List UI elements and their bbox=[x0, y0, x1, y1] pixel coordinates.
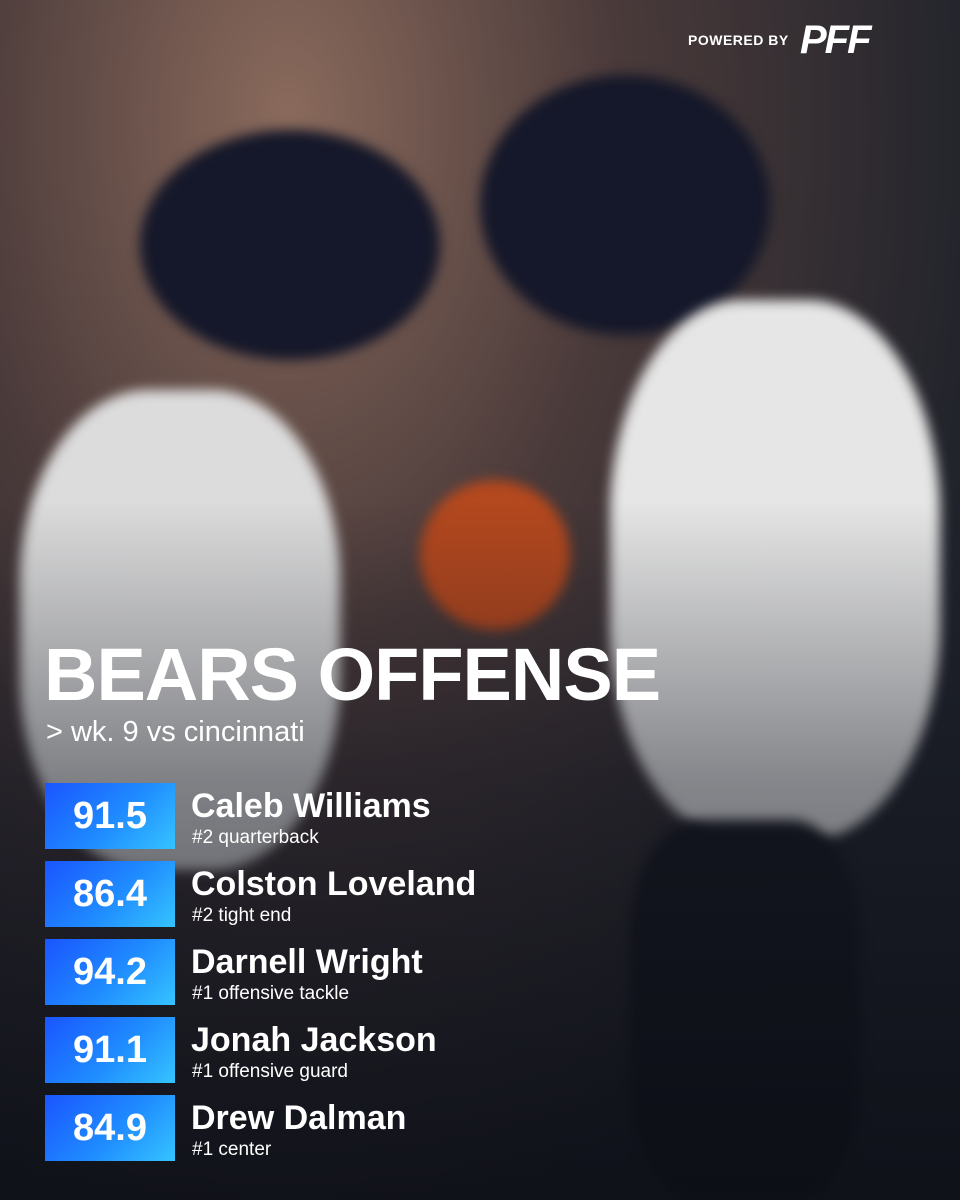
logo: PFF bbox=[800, 18, 872, 62]
player-rank: #2 quarterback bbox=[192, 827, 319, 848]
player-name: Caleb Williams bbox=[191, 787, 431, 825]
player-name: Colston Loveland bbox=[191, 865, 477, 903]
player-rank: #1 offensive guard bbox=[192, 1061, 348, 1082]
player-row: 94.2 Darnell Wright #1 offensive tackle bbox=[45, 939, 745, 1005]
player-rank: #2 tight end bbox=[192, 905, 292, 926]
helmet-left bbox=[140, 130, 440, 360]
player-rank: #1 offensive tackle bbox=[192, 983, 350, 1004]
player-row: 86.4 Colston Loveland #2 tight end bbox=[45, 861, 745, 927]
grade-badge: 91.5 bbox=[45, 783, 175, 849]
grade-badge: 94.2 bbox=[45, 939, 175, 1005]
player-name: Jonah Jackson bbox=[191, 1021, 437, 1059]
grade-badge: 86.4 bbox=[45, 861, 175, 927]
title: BEARS OFFENSE bbox=[44, 633, 661, 716]
subtitle: > wk. 9 vs cincinnati bbox=[46, 716, 305, 748]
player-rank: #1 center bbox=[192, 1139, 272, 1160]
grade-badge: 84.9 bbox=[45, 1095, 175, 1161]
shade bbox=[0, 500, 960, 1200]
helmet-right bbox=[480, 75, 770, 335]
player-row: 91.1 Jonah Jackson #1 offensive guard bbox=[45, 1017, 745, 1083]
powered-by: POWERED BY bbox=[688, 32, 789, 48]
player-name: Darnell Wright bbox=[191, 943, 423, 981]
player-row: 84.9 Drew Dalman #1 center bbox=[45, 1095, 745, 1161]
player-name: Drew Dalman bbox=[191, 1099, 407, 1137]
player-row: 91.5 Caleb Williams #2 quarterback bbox=[45, 783, 745, 849]
grade-badge: 91.1 bbox=[45, 1017, 175, 1083]
